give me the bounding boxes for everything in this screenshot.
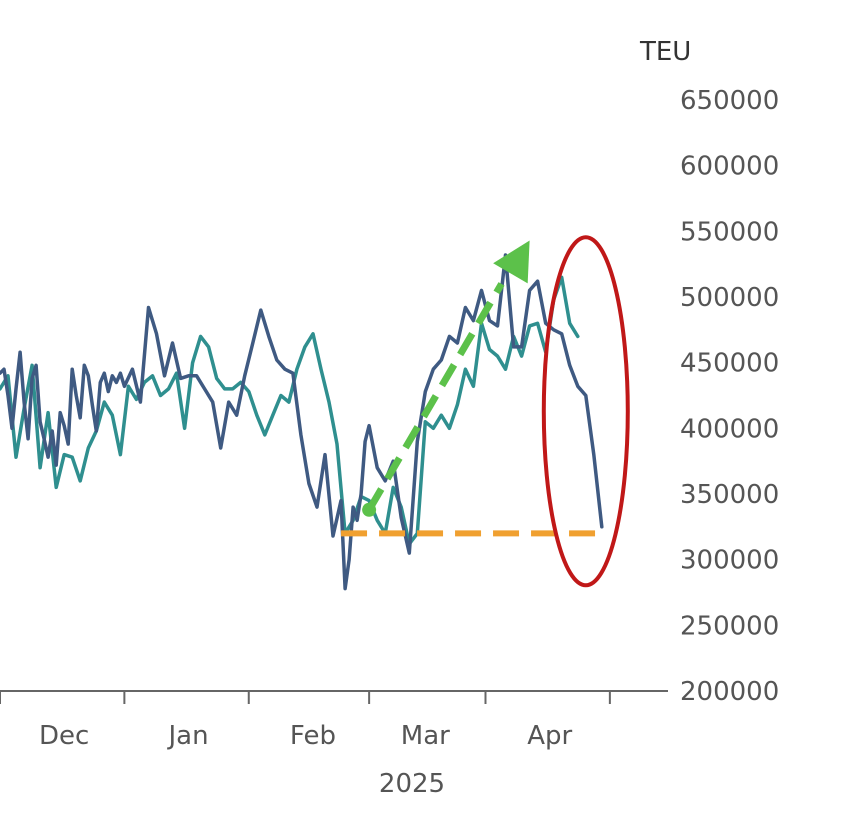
- series-line: [0, 253, 604, 591]
- x-tick-label: Mar: [401, 721, 450, 751]
- highlight-ellipse: [541, 235, 630, 588]
- x-axis-tick-labels: Dec Jan Feb Mar Apr: [39, 721, 572, 751]
- y-tick-label: 600000: [680, 152, 779, 182]
- x-tick-label: Apr: [527, 721, 572, 751]
- y-tick-label: 300000: [680, 546, 779, 576]
- trend-arrow-shaft: [366, 282, 505, 512]
- annotations: [341, 235, 630, 588]
- trend-arrow-head: [493, 240, 530, 284]
- series-lines: [0, 253, 604, 591]
- y-tick-label: 200000: [680, 677, 779, 707]
- y-axis-tick-labels: 650000 600000 550000 500000 450000 400000 3500…: [680, 86, 779, 707]
- y-tick-label: 500000: [680, 283, 779, 313]
- y-tick-label: 550000: [680, 217, 779, 247]
- x-axis-year-label: 2025: [379, 769, 445, 799]
- x-tick-label: Jan: [167, 721, 209, 751]
- x-axis: [0, 690, 668, 704]
- y-tick-label: 350000: [680, 480, 779, 510]
- y-tick-label: 250000: [680, 611, 779, 641]
- y-tick-label: 400000: [680, 414, 779, 444]
- x-tick-label: Dec: [39, 721, 89, 751]
- series-line: [0, 275, 580, 546]
- trend-arrow-start-dot: [362, 502, 377, 517]
- y-tick-label: 450000: [680, 349, 779, 379]
- y-axis-unit-label: TEU: [639, 37, 691, 67]
- x-tick-label: Feb: [290, 721, 336, 751]
- y-tick-label: 650000: [680, 86, 779, 116]
